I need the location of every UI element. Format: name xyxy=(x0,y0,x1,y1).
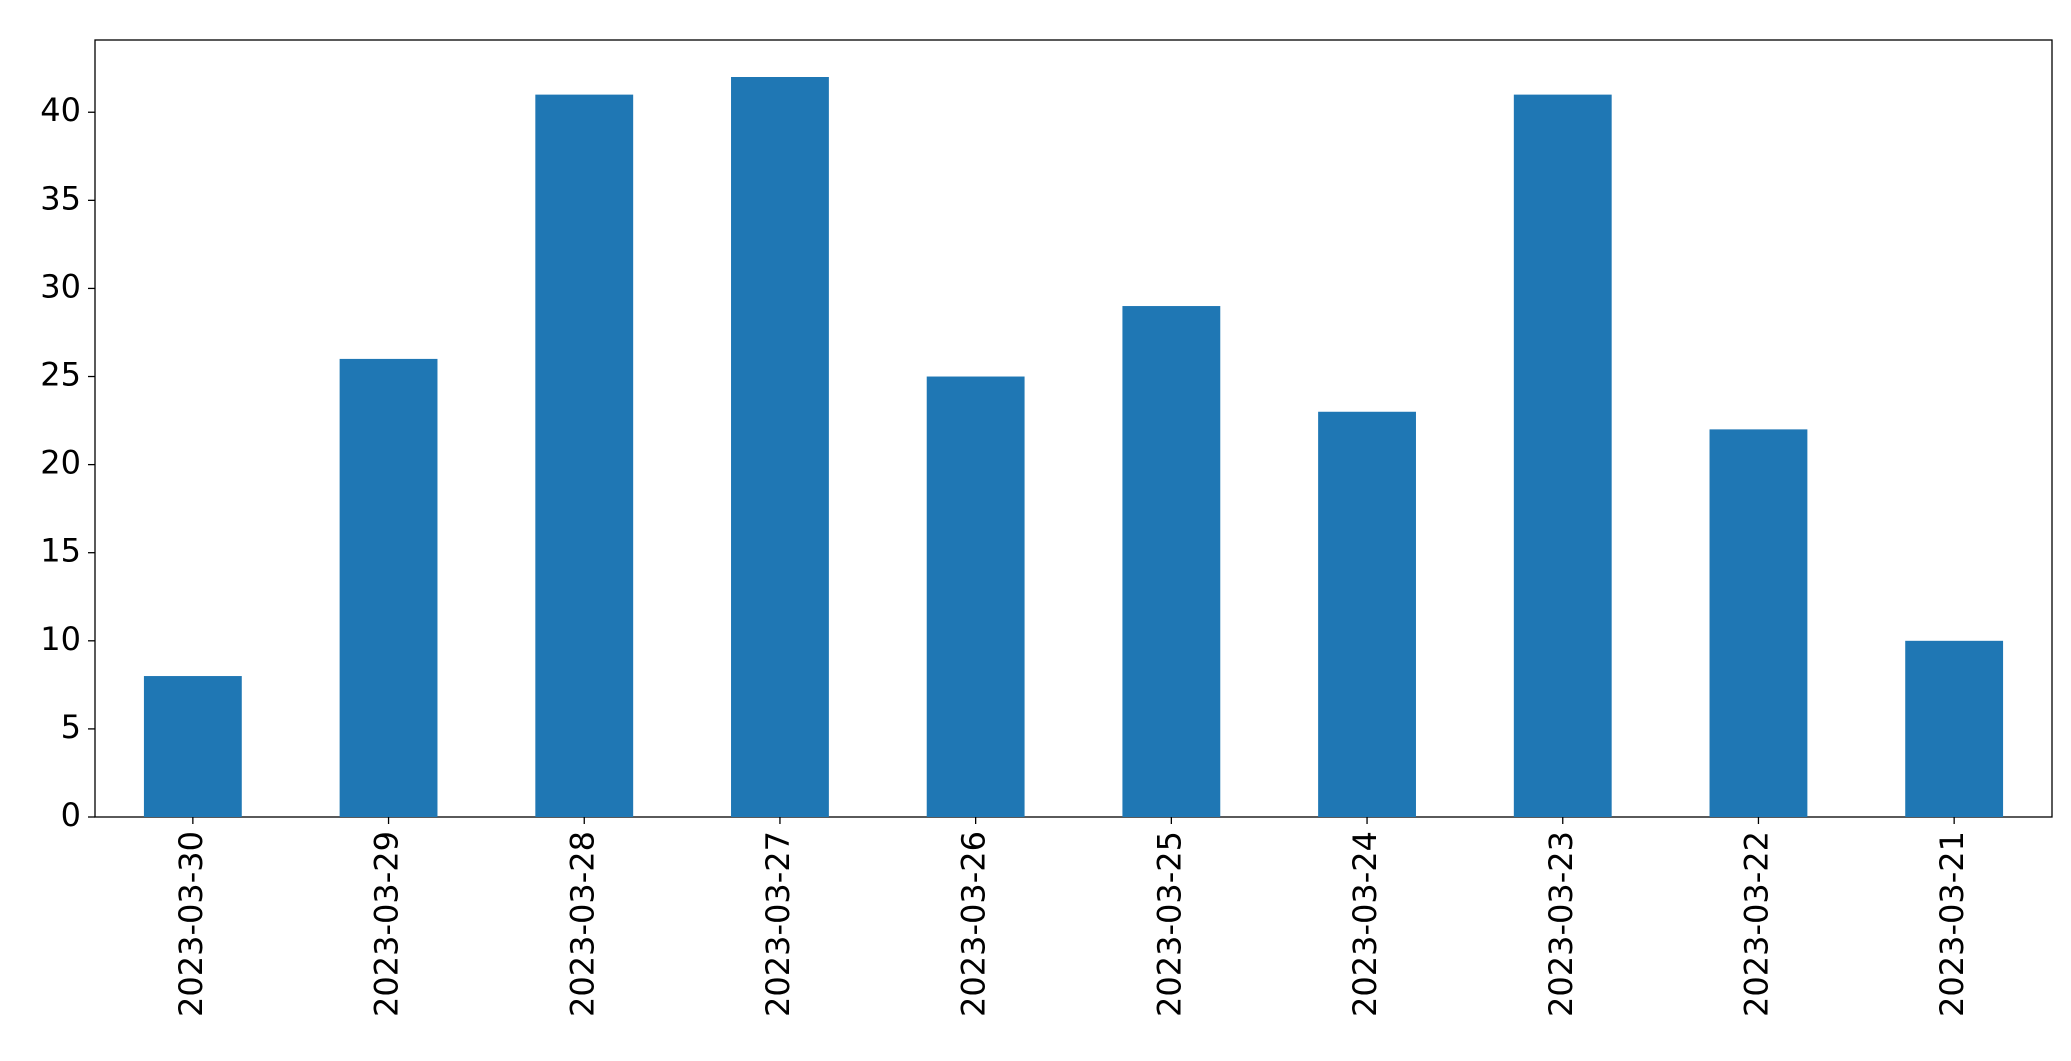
bar xyxy=(1709,429,1808,817)
bar xyxy=(143,676,242,817)
plot-frame xyxy=(94,39,2053,818)
bar xyxy=(339,358,438,817)
x-tick-label: 2023-03-26 xyxy=(955,831,993,1017)
y-tick-label: 30 xyxy=(40,267,81,305)
y-tick-label: 20 xyxy=(40,444,81,482)
y-tick-label: 35 xyxy=(40,179,81,217)
y-tick-label: 0 xyxy=(61,796,81,834)
y-tick-label: 5 xyxy=(61,708,81,746)
x-tick-label: 2023-03-24 xyxy=(1346,831,1384,1017)
bar xyxy=(1905,640,2004,817)
y-tick-label: 25 xyxy=(40,356,81,394)
y-tick-label: 10 xyxy=(40,620,81,658)
bar xyxy=(731,77,829,817)
x-tick-label: 2023-03-25 xyxy=(1150,831,1188,1017)
bar xyxy=(926,376,1025,817)
bar xyxy=(1513,94,1612,818)
bar xyxy=(1122,306,1221,817)
x-tick-label: 2023-03-28 xyxy=(563,831,601,1017)
x-tick-label: 2023-03-27 xyxy=(759,831,797,1017)
y-tick-label: 15 xyxy=(40,532,81,570)
y-tick-label: 40 xyxy=(40,91,81,129)
bar xyxy=(1318,411,1416,817)
x-tick-label: 2023-03-29 xyxy=(368,831,406,1017)
x-tick-label: 2023-03-22 xyxy=(1737,831,1775,1017)
x-tick-label: 2023-03-21 xyxy=(1933,831,1971,1017)
x-tick-label: 2023-03-23 xyxy=(1542,831,1580,1017)
x-tick-label: 2023-03-30 xyxy=(172,831,210,1017)
bar xyxy=(535,94,634,818)
